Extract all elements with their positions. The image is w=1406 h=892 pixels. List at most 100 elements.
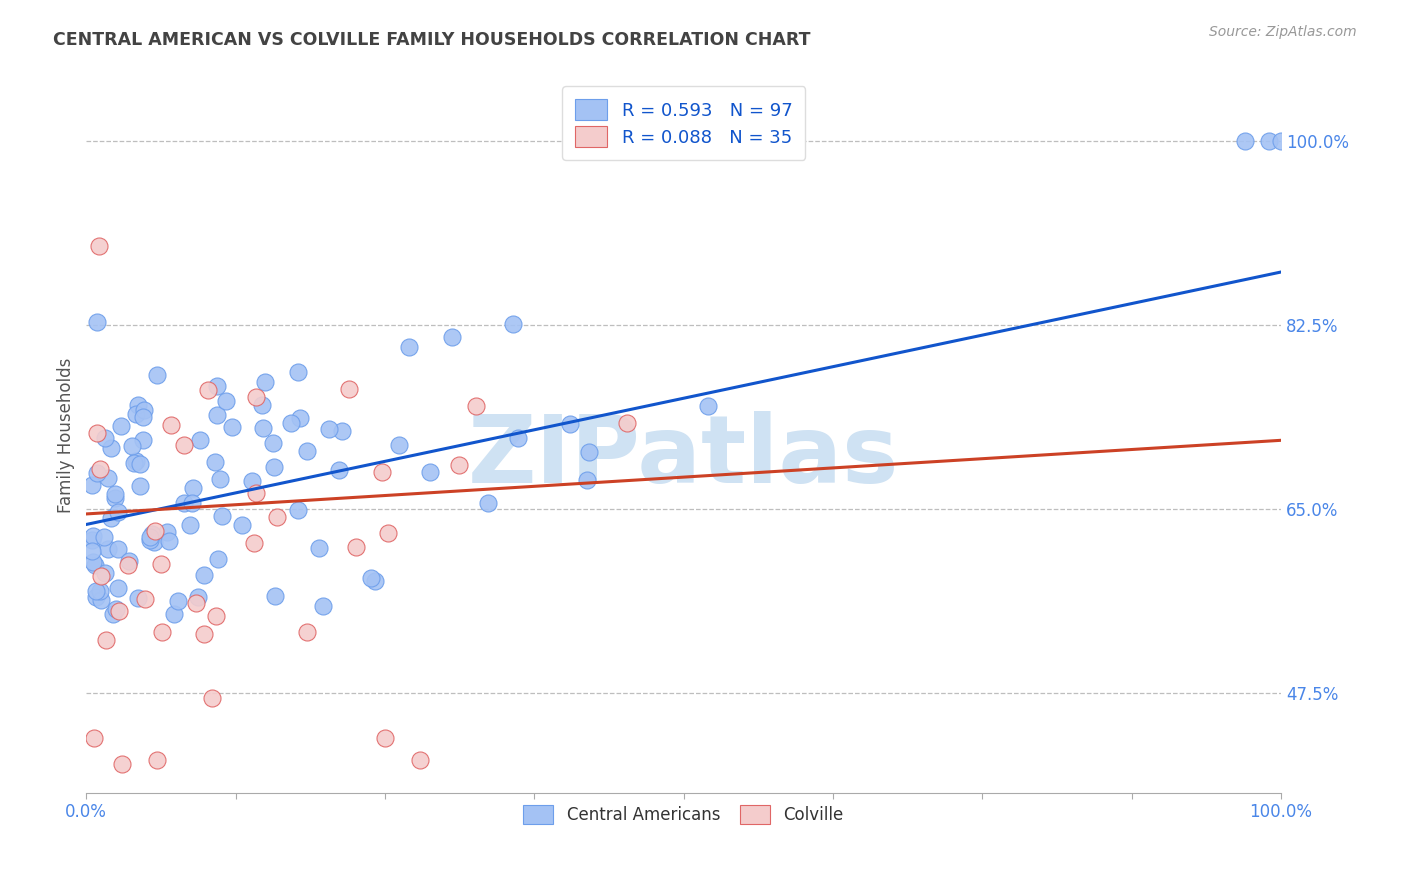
Point <box>1258 134 1281 148</box>
Point <box>197 384 219 398</box>
Point <box>86 466 108 480</box>
Point <box>159 534 181 549</box>
Point <box>162 607 184 621</box>
Point <box>231 517 253 532</box>
Point <box>122 456 145 470</box>
Point <box>308 541 330 555</box>
Point <box>245 486 267 500</box>
Point <box>131 433 153 447</box>
Point <box>84 583 107 598</box>
Point <box>90 568 112 582</box>
Point <box>312 599 335 614</box>
Point <box>205 408 228 422</box>
Point <box>242 536 264 550</box>
Point <box>205 379 228 393</box>
Point <box>207 552 229 566</box>
Point <box>252 421 274 435</box>
Point <box>127 398 149 412</box>
Point <box>146 753 169 767</box>
Point <box>254 375 277 389</box>
Point <box>295 443 318 458</box>
Point <box>264 590 287 604</box>
Point <box>616 416 638 430</box>
Point <box>94 632 117 647</box>
Point <box>111 756 134 771</box>
Point <box>578 445 600 459</box>
Point <box>128 479 150 493</box>
Text: CENTRAL AMERICAN VS COLVILLE FAMILY HOUSEHOLDS CORRELATION CHART: CENTRAL AMERICAN VS COLVILLE FAMILY HOUS… <box>53 31 811 49</box>
Point <box>1270 134 1292 148</box>
Point <box>90 592 112 607</box>
Point <box>287 503 309 517</box>
Point <box>360 571 382 585</box>
Point <box>160 418 183 433</box>
Text: ZIPatlas: ZIPatlas <box>468 410 900 502</box>
Point <box>82 555 104 569</box>
Point <box>465 400 488 414</box>
Point <box>179 518 201 533</box>
Point <box>127 591 149 605</box>
Point <box>107 541 129 556</box>
Legend: Central Americans, Colville: Central Americans, Colville <box>513 795 853 834</box>
Point <box>188 433 211 447</box>
Point <box>124 454 146 468</box>
Point <box>82 544 104 558</box>
Point <box>86 426 108 441</box>
Point <box>97 541 120 556</box>
Point <box>94 566 117 580</box>
Point <box>89 584 111 599</box>
Point <box>211 509 233 524</box>
Point <box>149 557 172 571</box>
Point <box>173 496 195 510</box>
Point <box>84 590 107 604</box>
Point <box>82 533 104 547</box>
Point <box>187 591 209 605</box>
Point <box>377 525 399 540</box>
Point <box>221 420 243 434</box>
Point <box>337 382 360 396</box>
Point <box>86 315 108 329</box>
Point <box>132 402 155 417</box>
Point <box>409 754 432 768</box>
Point <box>101 607 124 621</box>
Point <box>107 581 129 595</box>
Point <box>82 478 104 492</box>
Point <box>121 439 143 453</box>
Y-axis label: Family Households: Family Households <box>58 358 75 513</box>
Point <box>250 398 273 412</box>
Point <box>167 594 190 608</box>
Point <box>141 526 163 541</box>
Point <box>332 424 354 438</box>
Point <box>156 524 179 539</box>
Point <box>118 554 141 568</box>
Point <box>209 472 232 486</box>
Point <box>107 604 129 618</box>
Point <box>266 510 288 524</box>
Point <box>506 431 529 445</box>
Text: Source: ZipAtlas.com: Source: ZipAtlas.com <box>1209 25 1357 39</box>
Point <box>374 731 396 746</box>
Point <box>117 558 139 572</box>
Point <box>204 454 226 468</box>
Point <box>280 416 302 430</box>
Point <box>363 574 385 589</box>
Point <box>110 418 132 433</box>
Point <box>134 592 156 607</box>
Point <box>93 530 115 544</box>
Point <box>186 596 208 610</box>
Point <box>150 624 173 639</box>
Point <box>263 436 285 450</box>
Point <box>290 411 312 425</box>
Point <box>502 317 524 331</box>
Point <box>87 238 110 252</box>
Point <box>193 626 215 640</box>
Point <box>297 625 319 640</box>
Point <box>477 496 499 510</box>
Point <box>388 437 411 451</box>
Point <box>193 567 215 582</box>
Point <box>180 496 202 510</box>
Point <box>139 530 162 544</box>
Point <box>173 438 195 452</box>
Point <box>440 330 463 344</box>
Point <box>138 533 160 547</box>
